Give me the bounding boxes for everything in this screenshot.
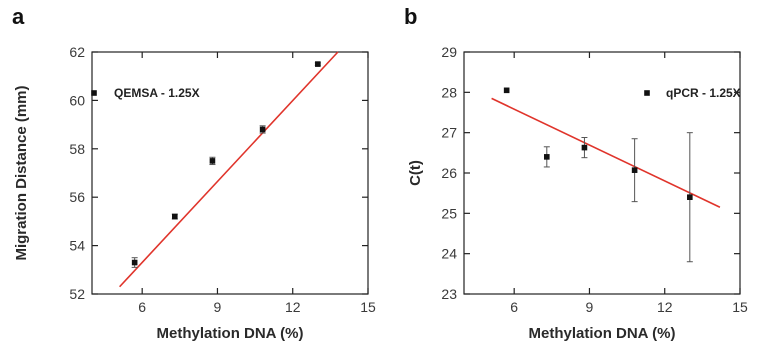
chart-panel-a: 6 9 12 15 52 54 56 58 60 62 Methylation DNA (%) Mig…	[12, 4, 376, 342]
panel-a-y-tick-label: 60	[69, 92, 85, 108]
chart-panel-b: 6 9 12 15 23 24 25 26 27 28 29 Methylation DNA (%) C…	[404, 4, 748, 342]
panel-b-x-tick-label: 6	[510, 299, 518, 315]
panel-b-y-tick-label: 25	[441, 205, 457, 221]
panel-b-y-axis-label: C(t)	[407, 160, 424, 186]
panel-a-y-tick-label: 54	[69, 238, 85, 254]
panel-a-data-point	[209, 158, 216, 164]
panel-a-y-tick-label: 52	[69, 286, 85, 302]
panel-b-legend-label: qPCR - 1.25X	[666, 86, 741, 100]
panel-b-fit-line	[491, 97, 721, 209]
panel-b-legend-marker	[644, 90, 650, 96]
panel-b-y-tick-label: 28	[441, 84, 457, 100]
panel-a-x-tick-label: 9	[214, 299, 222, 315]
panel-b-data-point	[544, 154, 550, 160]
panel-b-y-tick-label: 29	[441, 44, 457, 60]
panel-b-y-tick-label: 26	[441, 165, 457, 181]
panel-a-x-tick-label: 6	[138, 299, 146, 315]
panel-a-x-tick-label: 12	[285, 299, 301, 315]
panel-a-y-tick-label: 62	[69, 44, 85, 60]
panel-a-y-axis-label: Migration Distance (mm)	[13, 85, 30, 260]
panel-a-data-point	[172, 213, 178, 220]
panel-a-data-point	[131, 259, 138, 266]
panel-a-label: a	[12, 4, 25, 29]
panel-b-y-tick-label: 27	[441, 125, 457, 141]
panel-a-data-point	[315, 61, 321, 67]
panel-a-y-tick-label: 56	[69, 189, 85, 205]
panel-b-x-tick-label: 9	[586, 299, 594, 315]
panel-b-x-tick-label: 15	[732, 299, 748, 315]
panel-a-plot-frame	[91, 51, 369, 295]
panel-b-x-tick-label: 12	[657, 299, 673, 315]
panel-a-legend-label: QEMSA - 1.25X	[114, 86, 200, 100]
panel-a-legend-marker	[91, 90, 97, 96]
panel-b-x-axis-label: Methylation DNA (%)	[529, 325, 676, 342]
panel-b-data-point	[631, 167, 638, 173]
panel-b-label: b	[404, 4, 417, 29]
panel-b-data-point	[687, 194, 693, 200]
panel-a-fit-line	[119, 51, 339, 288]
panel-a-y-tick-label: 58	[69, 141, 85, 157]
panel-b-y-tick-label: 24	[441, 246, 457, 262]
panel-a-x-tick-label: 15	[360, 299, 376, 315]
panel-a-data-point	[259, 126, 266, 133]
panel-b-y-tick-label: 23	[441, 286, 457, 302]
panel-a-x-axis-label: Methylation DNA (%)	[157, 325, 304, 342]
panel-b-data-point	[581, 144, 588, 151]
panel-b-data-point	[503, 87, 510, 94]
